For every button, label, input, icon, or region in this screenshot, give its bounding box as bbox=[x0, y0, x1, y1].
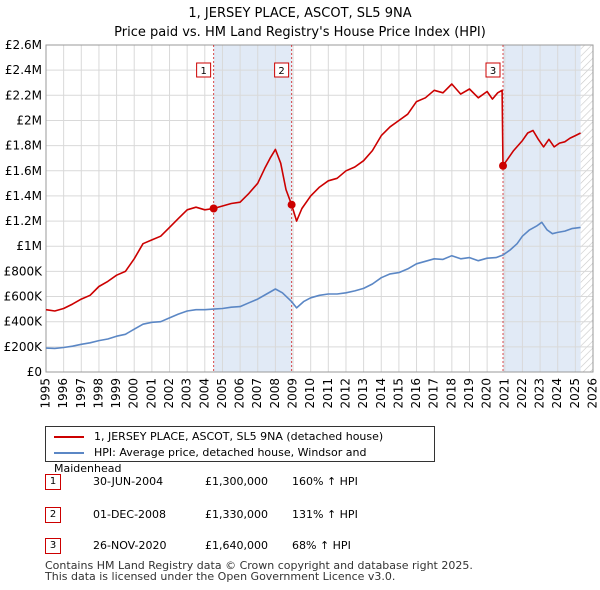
y-tick-label: £1.8M bbox=[5, 139, 42, 153]
x-tick-label: 1999 bbox=[109, 378, 123, 409]
y-tick-label: £2.6M bbox=[5, 38, 42, 52]
sale-label-box bbox=[196, 62, 212, 78]
sale-price: £1,300,000 bbox=[205, 475, 268, 488]
sale-row: 3 26-NOV-2020 £1,640,000 68% ↑ HPI bbox=[45, 535, 505, 557]
title-line-2: Price paid vs. HM Land Registry's House … bbox=[114, 25, 486, 40]
y-tick-label: £1.2M bbox=[5, 214, 42, 228]
sale-marker-badge: 1 bbox=[45, 474, 61, 490]
x-tick-label: 1997 bbox=[74, 378, 88, 409]
x-tick-label: 2017 bbox=[427, 378, 441, 409]
x-tick-label: 1998 bbox=[91, 378, 105, 409]
y-tick-label: £2.4M bbox=[5, 63, 42, 77]
legend-line-property bbox=[54, 436, 84, 438]
footer-line-1: Contains HM Land Registry data © Crown c… bbox=[45, 559, 473, 572]
y-tick-label: £800K bbox=[4, 264, 44, 278]
x-tick-label: 2024 bbox=[550, 378, 564, 409]
x-tick-label: 1996 bbox=[56, 378, 70, 409]
y-tick-label: £0 bbox=[27, 365, 42, 379]
y-tick-label: £2.2M bbox=[5, 88, 42, 102]
sale-label-box bbox=[485, 62, 501, 78]
x-tick-label: 2025 bbox=[568, 378, 582, 409]
x-tick-label: 2009 bbox=[286, 378, 300, 409]
legend-label-hpi: HPI: Average price, detached house, Wind… bbox=[54, 446, 367, 475]
sale-label-box bbox=[274, 62, 290, 78]
footer-line-2: This data is licensed under the Open Gov… bbox=[45, 570, 396, 583]
y-tick-label: £1M bbox=[16, 239, 42, 253]
sale-label-text: 2 bbox=[278, 66, 284, 77]
sale-hpi-change: 68% ↑ HPI bbox=[292, 539, 351, 552]
legend-item-hpi: HPI: Average price, detached house, Wind… bbox=[54, 445, 434, 475]
sale-hpi-change: 160% ↑ HPI bbox=[292, 475, 358, 488]
sale-point bbox=[499, 161, 508, 170]
x-tick-label: 2011 bbox=[321, 378, 335, 409]
sale-period-shade bbox=[213, 45, 292, 372]
x-tick-label: 2023 bbox=[533, 378, 547, 409]
sale-hpi-change: 131% ↑ HPI bbox=[292, 508, 358, 521]
legend-item-property: 1, JERSEY PLACE, ASCOT, SL5 9NA (detache… bbox=[54, 429, 383, 445]
sale-marker-badge: 3 bbox=[45, 538, 61, 554]
x-tick-label: 2007 bbox=[250, 378, 264, 409]
x-tick-label: 2004 bbox=[197, 378, 211, 409]
x-tick-label: 2006 bbox=[233, 378, 247, 409]
sale-label-text: 1 bbox=[200, 66, 206, 77]
x-tick-label: 2008 bbox=[268, 378, 282, 409]
x-tick-label: 2012 bbox=[338, 378, 352, 409]
x-tick-label: 2001 bbox=[144, 378, 158, 409]
sale-marker-badge: 2 bbox=[45, 507, 61, 523]
x-tick-label: 2013 bbox=[356, 378, 370, 409]
x-tick-label: 2022 bbox=[515, 378, 529, 409]
sale-period-shade bbox=[503, 45, 581, 372]
sale-label-text: 3 bbox=[490, 66, 496, 77]
y-tick-label: £400K bbox=[4, 315, 44, 329]
legend-line-hpi bbox=[54, 452, 84, 454]
y-tick-label: £1.6M bbox=[5, 164, 42, 178]
x-tick-label: 2000 bbox=[127, 378, 141, 409]
y-tick-label: £2M bbox=[16, 113, 42, 127]
x-tick-label: 2003 bbox=[180, 378, 194, 409]
y-tick-label: £600K bbox=[4, 290, 44, 304]
chart-legend: 1, JERSEY PLACE, ASCOT, SL5 9NA (detache… bbox=[45, 426, 435, 475]
x-tick-label: 2026 bbox=[586, 378, 600, 409]
chart-title: 1, JERSEY PLACE, ASCOT, SL5 9NA Price pa… bbox=[0, 4, 600, 42]
y-tick-label: £200K bbox=[4, 340, 44, 354]
footer-attribution: Contains HM Land Registry data © Crown c… bbox=[45, 560, 473, 582]
price-chart: £0 £200K £400K £600K £800K £1M £1.2M £1.4M £1.6M… bbox=[4, 38, 600, 409]
x-tick-label: 2018 bbox=[444, 378, 458, 409]
x-tick-label: 2002 bbox=[162, 378, 176, 409]
x-tick-label: 2005 bbox=[215, 378, 229, 409]
sale-row: 1 30-JUN-2004 £1,300,000 160% ↑ HPI bbox=[45, 471, 505, 493]
title-line-1: 1, JERSEY PLACE, ASCOT, SL5 9NA bbox=[188, 6, 412, 21]
x-tick-label: 2010 bbox=[303, 378, 317, 409]
x-tick-label: 2014 bbox=[374, 378, 388, 409]
series-line bbox=[45, 221, 581, 350]
sale-price: £1,330,000 bbox=[205, 508, 268, 521]
x-tick-label: 2021 bbox=[497, 378, 511, 409]
sale-date: 26-NOV-2020 bbox=[93, 539, 167, 552]
forecast-hatch bbox=[580, 45, 593, 372]
x-tick-label: 2016 bbox=[409, 378, 423, 409]
sale-row: 2 01-DEC-2008 £1,330,000 131% ↑ HPI bbox=[45, 504, 505, 526]
x-tick-label: 2019 bbox=[462, 378, 476, 409]
sale-price: £1,640,000 bbox=[205, 539, 268, 552]
legend-label-property: 1, JERSEY PLACE, ASCOT, SL5 9NA (detache… bbox=[94, 430, 384, 443]
series-line bbox=[45, 83, 581, 312]
sale-point bbox=[209, 204, 218, 213]
x-tick-label: 2015 bbox=[391, 378, 405, 409]
plot-frame bbox=[45, 44, 594, 373]
sale-date: 30-JUN-2004 bbox=[93, 475, 164, 488]
sale-point bbox=[287, 200, 296, 209]
x-tick-label: 2020 bbox=[480, 378, 494, 409]
x-tick-label: 1995 bbox=[39, 378, 53, 409]
sale-date: 01-DEC-2008 bbox=[93, 508, 167, 521]
y-tick-label: £1.4M bbox=[5, 189, 42, 203]
